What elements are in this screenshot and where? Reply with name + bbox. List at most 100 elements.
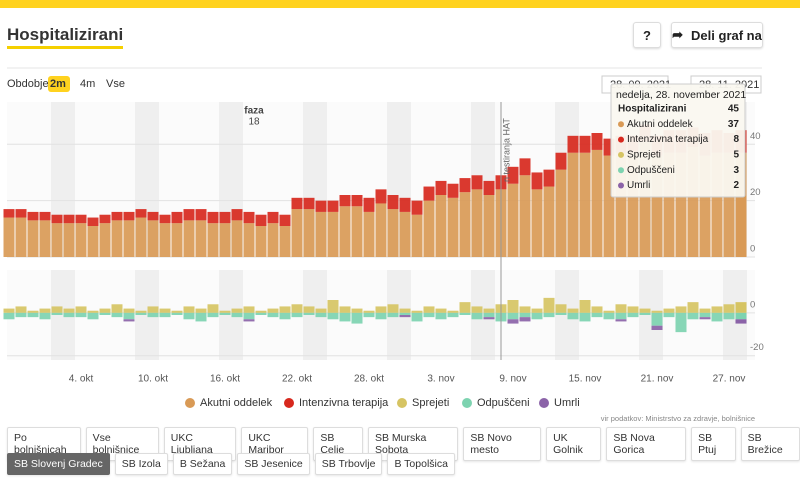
bar: [171, 312, 183, 315]
x-tick-label: 10. okt: [138, 374, 168, 385]
bar: [315, 200, 327, 212]
hospital-button[interactable]: B Topolšica: [387, 453, 455, 475]
bar: [303, 209, 315, 257]
bar: [675, 312, 687, 333]
bar: [663, 152, 675, 257]
bar: [735, 319, 747, 324]
bar: [471, 189, 483, 257]
hospital-button[interactable]: SB Nova Gorica: [606, 427, 687, 461]
bar: [555, 152, 567, 170]
hospital-button[interactable]: SB Izola: [114, 453, 168, 475]
bar: [135, 209, 147, 218]
x-tick-label: 22. okt: [282, 374, 312, 385]
period-option[interactable]: 2m: [50, 78, 66, 90]
tooltip-value: 5: [733, 150, 739, 161]
bar: [219, 211, 231, 224]
bar: [471, 306, 483, 313]
bar: [303, 306, 315, 313]
bar: [159, 308, 171, 313]
bar: [531, 172, 543, 190]
bar: [435, 180, 447, 195]
tooltip-title: nedelja, 28. november 2021: [616, 89, 746, 101]
bar: [459, 302, 471, 313]
legend-marker: [397, 398, 407, 408]
hospital-button[interactable]: SB Jesenice: [237, 453, 310, 475]
bar: [183, 306, 195, 313]
period-label: Obdobje: [7, 78, 49, 90]
bar: [579, 300, 591, 313]
bar: [315, 211, 327, 257]
bar: [339, 195, 351, 207]
bar: [363, 312, 375, 318]
hospital-button[interactable]: SB Trbovlje: [314, 453, 383, 475]
bar: [135, 217, 147, 257]
legend-marker: [462, 398, 472, 408]
bar: [555, 312, 567, 315]
bar: [123, 308, 135, 313]
bar: [351, 312, 363, 324]
bar: [171, 223, 183, 257]
bar: [435, 312, 447, 320]
bar: [15, 306, 27, 313]
hospital-button[interactable]: UK Golnik: [546, 427, 602, 461]
bar: [639, 141, 651, 257]
bar: [135, 310, 147, 313]
legend-label: Umrli: [554, 397, 580, 409]
hospital-button[interactable]: SB Novo mesto: [463, 427, 542, 461]
share-button[interactable]: ➦ Deli graf na: [671, 22, 763, 48]
bar: [363, 197, 375, 212]
bar: [75, 312, 87, 318]
legend-label: Akutni oddelek: [200, 397, 273, 409]
bar: [339, 206, 351, 257]
bar: [219, 310, 231, 313]
share-icon: ➦: [672, 27, 684, 42]
bar: [147, 220, 159, 257]
help-button[interactable]: ?: [633, 22, 661, 48]
tooltip-value: 3: [733, 165, 739, 176]
period-option[interactable]: 4m: [80, 78, 95, 90]
bar: [483, 312, 495, 318]
bar: [315, 308, 327, 313]
bar: [87, 217, 99, 226]
bar: [99, 312, 111, 315]
bar: [543, 312, 555, 318]
hospital-button[interactable]: SB Brežice: [740, 427, 800, 461]
bar: [411, 214, 423, 257]
top-bar: [0, 0, 800, 8]
bar: [651, 325, 663, 330]
bar: [603, 310, 615, 313]
bar: [567, 308, 579, 313]
y-tick-label: 20: [750, 187, 761, 198]
bar: [615, 152, 627, 257]
bar: [735, 152, 747, 257]
tooltip-value: 2: [733, 180, 739, 191]
bar: [111, 211, 123, 221]
bar: [399, 308, 411, 313]
tooltip-marker: [618, 136, 624, 143]
bar: [87, 310, 99, 313]
period-option[interactable]: Vse: [106, 78, 125, 90]
bar: [507, 183, 519, 257]
bar: [99, 214, 111, 224]
bar: [555, 304, 567, 313]
bar: [51, 312, 63, 315]
bar: [519, 317, 531, 322]
bar: [63, 214, 75, 224]
bar: [363, 211, 375, 257]
bar: [111, 220, 123, 257]
hospital-button[interactable]: B Sežana: [172, 453, 233, 475]
hospital-button[interactable]: SB Ptuj: [691, 427, 736, 461]
period-selected: [48, 76, 70, 92]
bar: [471, 175, 483, 190]
bar: [195, 220, 207, 257]
bar: [3, 209, 15, 218]
tooltip-marker: [618, 151, 624, 158]
bar: [387, 312, 399, 318]
bar: [111, 304, 123, 313]
y-tick-label: 40: [750, 131, 761, 142]
bar: [423, 306, 435, 313]
bar: [207, 211, 219, 224]
bar: [15, 209, 27, 218]
hospital-button[interactable]: SB Slovenj Gradec: [7, 453, 110, 475]
